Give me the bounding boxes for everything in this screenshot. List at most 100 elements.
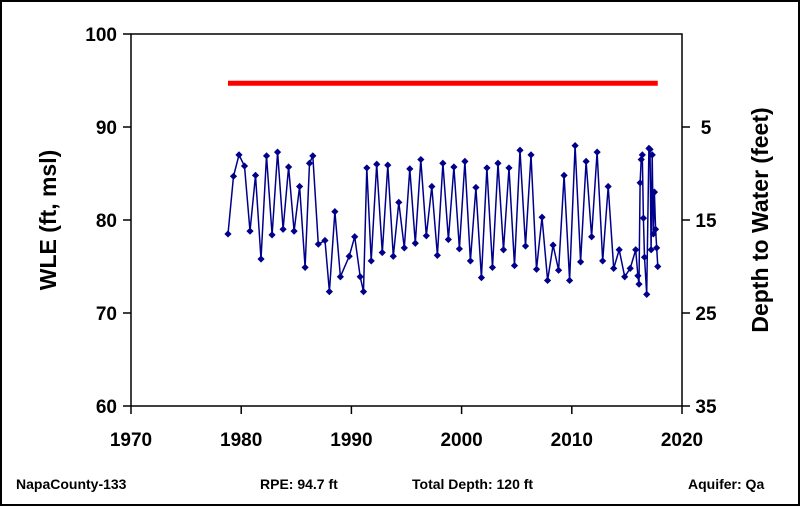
data-point-marker xyxy=(571,142,579,150)
y-tick-label: 80 xyxy=(96,211,117,232)
x-tick-label: 1990 xyxy=(330,430,372,451)
data-point-marker xyxy=(444,235,452,244)
data-point-marker xyxy=(615,246,623,254)
data-point-marker xyxy=(588,233,596,241)
data-point-marker xyxy=(331,208,339,216)
x-tick-label: 2010 xyxy=(551,430,593,451)
data-point-marker xyxy=(494,159,502,167)
data-point-marker xyxy=(549,241,557,249)
data-point-marker xyxy=(643,290,651,298)
data-point-marker xyxy=(305,159,314,167)
data-point-marker xyxy=(395,198,403,206)
data-point-marker xyxy=(472,183,480,192)
data-point-marker xyxy=(363,164,371,172)
data-point-marker xyxy=(466,257,475,265)
data-point-marker xyxy=(367,257,375,265)
data-point-marker xyxy=(251,171,260,179)
data-point-marker xyxy=(582,157,590,166)
data-point-marker xyxy=(635,280,643,288)
data-point-marker xyxy=(621,273,629,281)
data-point-marker xyxy=(240,162,249,170)
data-point-marker xyxy=(411,239,419,247)
series-markers xyxy=(224,142,662,298)
data-point-marker xyxy=(538,213,546,221)
y-axis-title: WLE (ft, msl) xyxy=(35,150,61,291)
data-point-marker xyxy=(632,246,640,254)
data-point-marker xyxy=(268,231,276,239)
data-point-marker xyxy=(648,151,656,159)
data-point-marker xyxy=(461,157,469,166)
right-axis-ticks: 35 25 15 5 xyxy=(682,118,717,418)
data-point-marker xyxy=(325,288,333,296)
data-point-marker xyxy=(389,252,397,260)
data-point-marker xyxy=(229,172,238,180)
data-point-marker xyxy=(626,264,634,272)
data-point-marker xyxy=(516,146,524,154)
data-point-marker xyxy=(450,163,458,171)
footer-rpe: RPE: 94.7 ft xyxy=(260,476,338,492)
data-point-marker xyxy=(359,288,368,296)
data-point-marker xyxy=(400,244,408,252)
data-point-marker xyxy=(417,155,425,164)
data-point-marker xyxy=(384,161,392,169)
y-tick-label: 70 xyxy=(96,304,117,325)
footer-aquifer: Aquifer: Qa xyxy=(688,476,765,492)
data-point-marker xyxy=(356,273,364,281)
y2-tick-label: 25 xyxy=(695,304,717,325)
data-point-marker xyxy=(653,244,661,252)
y2-axis-title: Depth to Water (feet) xyxy=(747,107,773,332)
data-point-marker xyxy=(257,255,265,263)
data-point-marker xyxy=(439,159,447,167)
data-point-marker xyxy=(406,165,414,173)
data-point-marker xyxy=(646,145,654,153)
data-point-marker xyxy=(314,240,322,248)
y-tick-label: 60 xyxy=(96,397,117,418)
data-point-marker xyxy=(309,152,317,160)
data-point-marker xyxy=(560,171,568,179)
data-point-marker xyxy=(640,253,649,261)
y-tick-label: 90 xyxy=(96,118,117,139)
data-point-marker xyxy=(636,179,644,187)
data-point-marker xyxy=(483,164,491,172)
y2-tick-label: 15 xyxy=(695,211,717,232)
data-point-marker xyxy=(290,227,298,235)
data-point-marker xyxy=(235,151,243,159)
data-point-marker xyxy=(499,246,508,254)
data-point-marker xyxy=(455,245,463,253)
data-point-marker xyxy=(422,232,430,240)
data-point-marker xyxy=(599,257,607,265)
data-point-marker xyxy=(336,273,344,281)
data-point-marker xyxy=(284,163,293,171)
data-point-marker xyxy=(279,225,287,233)
data-point-marker xyxy=(593,148,601,156)
data-point-marker xyxy=(488,263,497,272)
y2-tick-label: 35 xyxy=(695,397,717,418)
x-tick-label: 2020 xyxy=(661,430,703,451)
data-point-marker xyxy=(521,242,530,250)
data-point-marker xyxy=(321,236,329,245)
data-point-marker xyxy=(532,265,541,273)
data-point-marker xyxy=(543,276,552,285)
data-point-marker xyxy=(554,266,563,274)
data-point-marker xyxy=(639,214,648,222)
footer-total-depth: Total Depth: 120 ft xyxy=(412,476,534,492)
x-tick-label: 2000 xyxy=(440,430,482,451)
data-point-marker xyxy=(296,182,304,191)
left-axis-ticks: 60 70 80 90 100 xyxy=(85,25,131,418)
data-point-marker xyxy=(650,188,659,196)
data-point-marker xyxy=(565,276,574,285)
y2-tick-label: 5 xyxy=(701,118,712,139)
x-tick-label: 1980 xyxy=(220,430,262,451)
data-point-marker xyxy=(301,263,309,272)
data-point-marker xyxy=(510,261,519,270)
footer-well-id: NapaCounty-133 xyxy=(16,476,127,492)
data-point-marker xyxy=(246,227,254,235)
data-point-marker xyxy=(604,182,612,191)
data-point-marker xyxy=(651,225,660,233)
data-point-marker xyxy=(477,274,486,282)
data-point-marker xyxy=(378,248,386,257)
data-point-marker xyxy=(505,164,513,172)
data-point-marker xyxy=(273,148,282,156)
